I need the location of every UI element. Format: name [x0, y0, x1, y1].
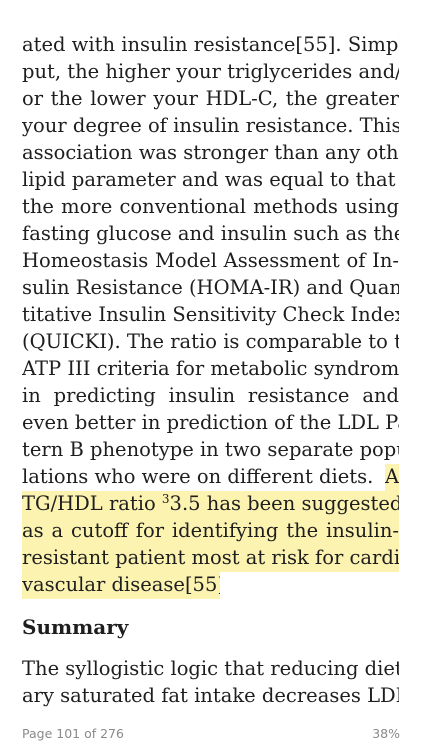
page-indicator: Page 101 of 276 — [22, 726, 124, 741]
body-line: titative Insulin Sensitivity Check Index — [22, 303, 399, 326]
highlighted-text[interactable]: TG/HDL ratio 33.5 has been suggested — [22, 491, 399, 518]
section-heading: Summary — [22, 615, 129, 639]
body-line: the more conventional methods using — [22, 195, 399, 218]
body-line: tern B phenotype in two separate popu- — [22, 438, 399, 461]
body-line: put, the higher your triglycerides and/ — [22, 60, 399, 83]
body-line: (QUICKI). The ratio is comparable to the — [22, 330, 399, 353]
body-line: lipid parameter and was equal to that of — [22, 168, 399, 191]
body-line: in predicting insulin resistance and — [22, 384, 399, 407]
body-line: Homeostasis Model Assessment of In- — [22, 249, 399, 272]
highlighted-text[interactable]: A — [385, 464, 399, 491]
body-line: ary saturated fat intake decreases LDL-C — [22, 684, 399, 707]
body-line: ated with insulin resistance[55]. Simply — [22, 33, 399, 56]
superscript-text: 3 — [161, 492, 170, 506]
body-line: or the lower your HDL-C, the greater — [22, 87, 399, 110]
body-line: your degree of insulin resistance. This — [22, 114, 399, 137]
highlight-text-segment: TG/HDL ratio — [22, 492, 156, 515]
body-line: sulin Resistance (HOMA-IR) and Quan- — [22, 276, 399, 299]
body-line: lations who were on different diets. — [22, 465, 374, 488]
highlighted-text[interactable]: as a cutoff for identifying the insulin- — [22, 518, 399, 545]
body-line: fasting glucose and insulin such as the — [22, 222, 399, 245]
body-line: The syllogistic logic that reducing diet… — [22, 657, 399, 680]
highlighted-text[interactable]: vascular disease[55]. — [22, 572, 220, 599]
body-line: even better in prediction of the LDL Pat… — [22, 411, 399, 434]
highlighted-text[interactable]: resistant patient most at risk for cardi… — [22, 545, 399, 572]
reading-progress: 38% — [372, 726, 400, 741]
body-line: ATP III criteria for metabolic syndrome — [22, 357, 399, 380]
body-line: association was stronger than any other — [22, 141, 399, 164]
highlight-text-segment: 3.5 has been suggested — [169, 492, 399, 515]
